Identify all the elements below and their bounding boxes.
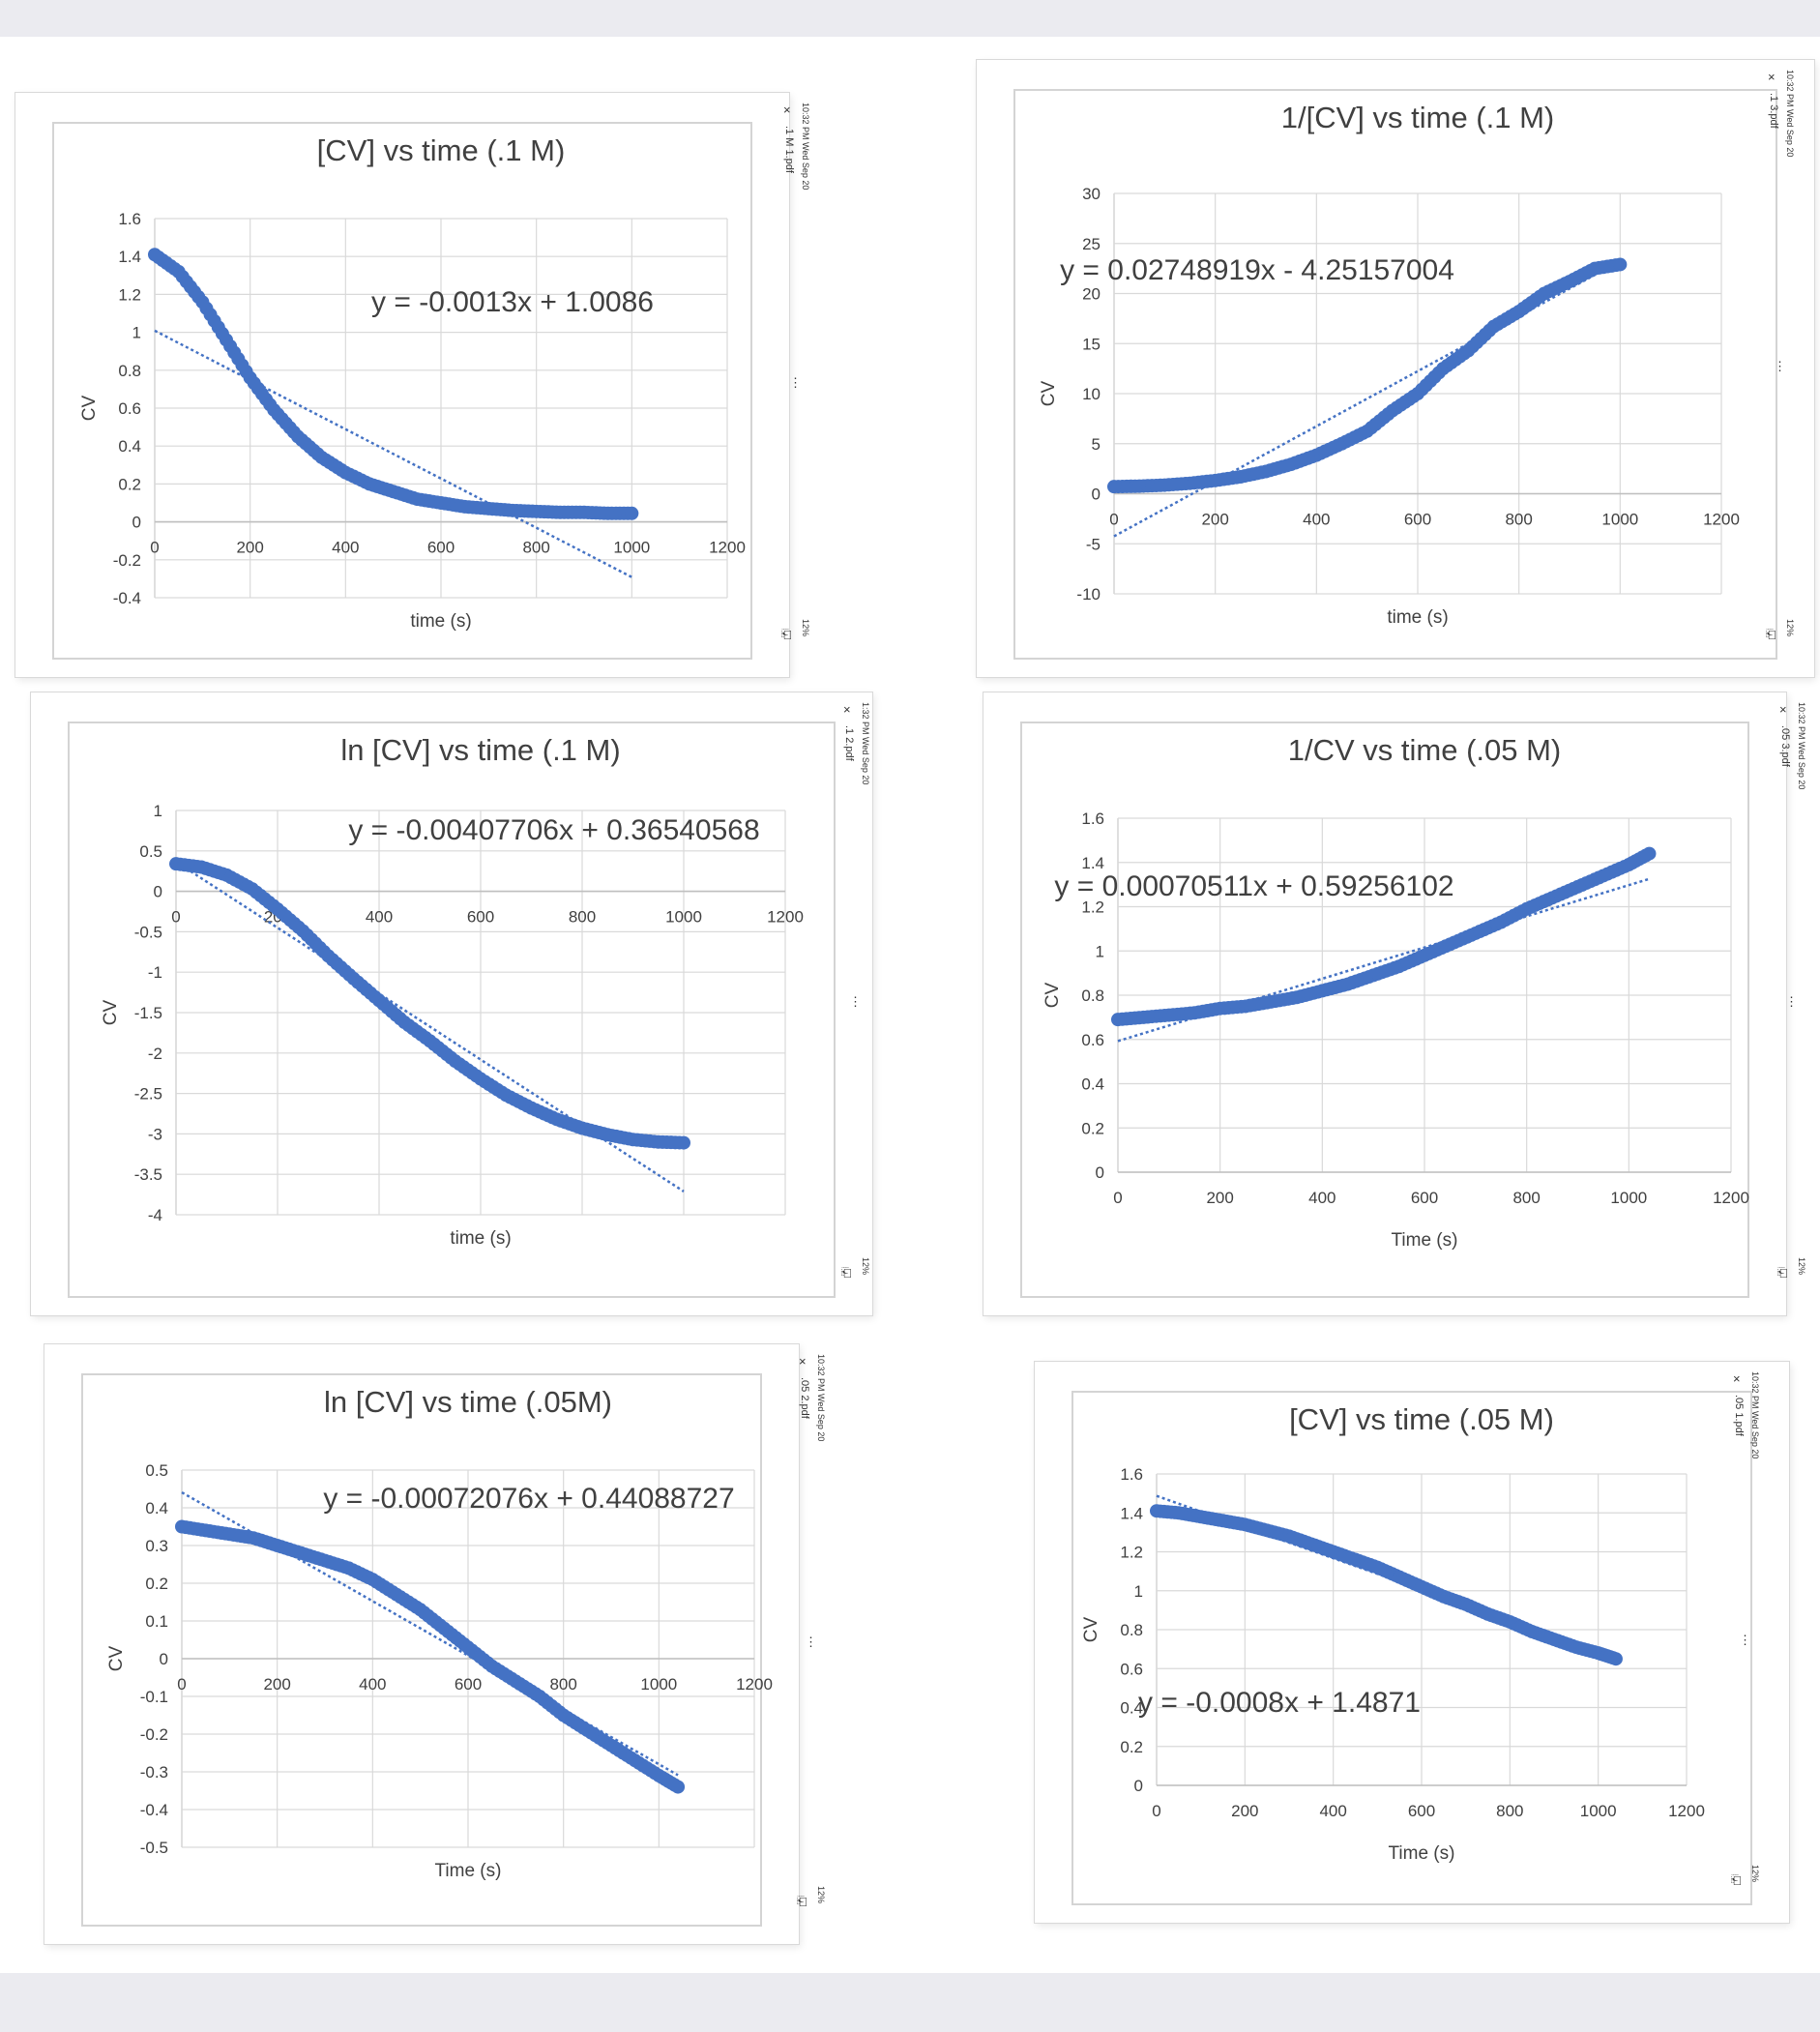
- top-band: [0, 0, 1820, 37]
- close-icon[interactable]: ×: [843, 702, 851, 717]
- more-options-icon[interactable]: ⋮: [1774, 359, 1786, 373]
- more-options-icon[interactable]: ⋮: [1739, 1633, 1751, 1647]
- more-options-icon[interactable]: ⋮: [1785, 994, 1798, 1009]
- viewer-sidebar: × .05 2.pdf 10:32 PM Wed Sep 20 ⋮ 12% ⎗: [797, 1354, 836, 1944]
- timestamp: 10:32 PM Wed Sep 20: [1785, 70, 1795, 158]
- file-name: .05 1.pdf: [1733, 1395, 1745, 1436]
- zoom-level: 12%: [816, 1886, 826, 1904]
- chart-frame: [68, 722, 836, 1298]
- share-icon[interactable]: ⎗: [1766, 627, 1776, 641]
- chart-frame: [1071, 1391, 1752, 1905]
- timestamp: 10:32 PM Wed Sep 20: [1797, 702, 1806, 790]
- close-icon[interactable]: ×: [799, 1354, 807, 1369]
- chart-panel: [44, 1344, 799, 1944]
- chart-panel: [1035, 1362, 1789, 1923]
- share-icon[interactable]: ⎗: [781, 627, 792, 641]
- timestamp: 10:32 PM Wed Sep 20: [1750, 1371, 1760, 1459]
- chart-panel: [977, 60, 1814, 677]
- file-name: .1 3.pdf: [1768, 93, 1779, 129]
- chart-frame: [52, 122, 752, 660]
- chart-panel: [31, 692, 872, 1315]
- file-name: .05 3.pdf: [1779, 725, 1791, 767]
- file-name: .05 2.pdf: [799, 1377, 810, 1419]
- share-icon[interactable]: ⎗: [1777, 1265, 1788, 1280]
- close-icon[interactable]: ×: [1779, 702, 1787, 717]
- viewer-sidebar: × .1 3.pdf 10:32 PM Wed Sep 20 ⋮ 12% ⎗: [1766, 70, 1805, 677]
- timestamp: 10:32 PM Wed Sep 20: [816, 1354, 826, 1442]
- zoom-level: 12%: [861, 1257, 870, 1276]
- close-icon[interactable]: ×: [1768, 70, 1776, 84]
- timestamp: 10:32 PM Wed Sep 20: [801, 103, 810, 191]
- close-icon[interactable]: ×: [1733, 1371, 1741, 1386]
- chart-frame: [1013, 89, 1777, 660]
- chart-panel: [983, 692, 1786, 1315]
- chart-frame: [1020, 722, 1749, 1298]
- share-icon[interactable]: ⎗: [1731, 1872, 1742, 1887]
- viewer-sidebar: × .05 3.pdf 10:32 PM Wed Sep 20 ⋮ 12% ⎗: [1777, 702, 1816, 1315]
- viewer-sidebar: × .1 M 1.pdf 10:32 PM Wed Sep 20 ⋮ 12% ⎗: [781, 103, 820, 677]
- viewer-sidebar: × .1 2.pdf 1:32 PM Wed Sep 20 ⋮ 12% ⎗: [841, 702, 880, 1315]
- zoom-level: 12%: [1785, 619, 1795, 637]
- more-options-icon[interactable]: ⋮: [849, 994, 862, 1009]
- zoom-level: 12%: [1750, 1865, 1760, 1883]
- viewer-sidebar: × .05 1.pdf 10:32 PM Wed Sep 20 ⋮ 12% ⎗: [1731, 1371, 1770, 1923]
- zoom-level: 12%: [1797, 1257, 1806, 1276]
- chart-panel: [15, 93, 789, 677]
- more-options-icon[interactable]: ⋮: [805, 1634, 817, 1649]
- chart-frame: [81, 1373, 762, 1927]
- timestamp: 1:32 PM Wed Sep 20: [861, 702, 870, 785]
- file-name: .1 2.pdf: [843, 725, 855, 761]
- more-options-icon[interactable]: ⋮: [789, 375, 802, 390]
- share-icon[interactable]: ⎗: [797, 1894, 807, 1908]
- zoom-level: 12%: [801, 619, 810, 637]
- close-icon[interactable]: ×: [783, 103, 791, 117]
- file-name: .1 M 1.pdf: [783, 126, 795, 173]
- bottom-band: [0, 1973, 1820, 2032]
- share-icon[interactable]: ⎗: [841, 1265, 852, 1280]
